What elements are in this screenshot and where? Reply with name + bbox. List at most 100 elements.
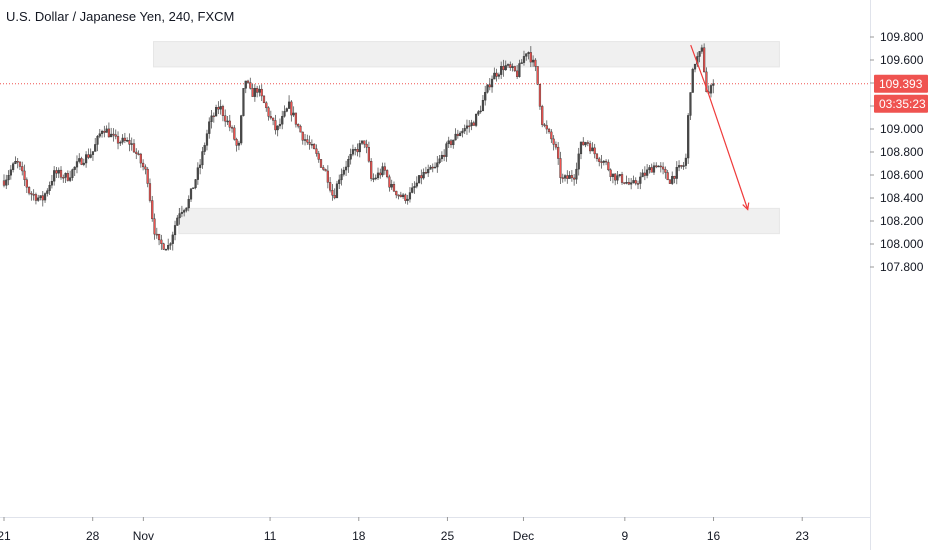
candle-body — [192, 187, 195, 189]
candle-body — [459, 132, 462, 136]
candle — [586, 140, 589, 147]
candle — [709, 83, 713, 98]
candle — [91, 151, 95, 161]
candle — [301, 131, 304, 145]
candle-body — [123, 137, 126, 142]
candle — [703, 43, 706, 73]
candle-body — [652, 165, 656, 173]
candle-body — [258, 88, 261, 93]
candle — [406, 194, 409, 205]
candle — [18, 161, 22, 170]
candle-body — [675, 167, 678, 179]
candle-body — [431, 166, 434, 169]
candle — [529, 46, 532, 68]
candle — [680, 164, 683, 169]
candle — [178, 208, 181, 225]
candle — [162, 242, 165, 250]
candle-body — [443, 154, 446, 157]
candle — [604, 159, 608, 166]
candle-body — [297, 124, 300, 127]
candle-body — [370, 161, 373, 179]
candle — [272, 117, 275, 126]
candle-body — [335, 183, 339, 199]
candle — [436, 155, 439, 173]
candle-body — [648, 167, 651, 171]
candle-body — [575, 168, 578, 180]
candle — [497, 72, 500, 80]
candle-body — [260, 88, 263, 97]
candle — [490, 75, 494, 93]
candle-body — [244, 80, 247, 89]
candle — [157, 233, 161, 246]
candle-body — [351, 149, 355, 155]
candle-body — [360, 140, 364, 144]
candle-body — [598, 158, 601, 162]
candle-body — [547, 128, 551, 133]
candle-body — [333, 195, 336, 199]
candle — [360, 140, 364, 145]
candle — [415, 176, 418, 189]
candle — [55, 166, 58, 178]
candle-body — [609, 169, 612, 177]
candle-body — [411, 187, 414, 193]
x-tick-label: 28 — [86, 529, 100, 543]
candle — [522, 50, 526, 66]
candle-body — [274, 120, 277, 131]
candle — [404, 193, 407, 204]
candle-body — [543, 124, 546, 126]
candle — [260, 84, 263, 102]
candle — [347, 155, 350, 173]
candle — [153, 213, 156, 240]
candle — [552, 135, 555, 151]
candle-body — [636, 183, 640, 185]
candle — [69, 170, 72, 183]
candle-body — [673, 175, 676, 179]
candle-body — [468, 125, 471, 128]
candle — [205, 129, 209, 151]
candle-body — [103, 130, 106, 133]
candle-body — [374, 177, 377, 180]
candle — [513, 65, 516, 73]
candle — [53, 166, 56, 186]
candle — [203, 142, 206, 155]
candle-body — [242, 88, 245, 116]
candle-body — [641, 172, 644, 178]
candle — [144, 164, 147, 175]
candle-body — [16, 161, 19, 163]
candle-body — [130, 143, 133, 145]
candle — [192, 187, 195, 189]
candle-body — [488, 84, 491, 88]
candle — [340, 168, 343, 186]
candle-body — [623, 182, 626, 184]
candle-body — [169, 243, 172, 246]
candle — [472, 120, 475, 126]
candle-body — [682, 165, 685, 167]
candle — [559, 151, 562, 185]
candle — [128, 133, 131, 152]
candle — [344, 160, 348, 177]
candle-body — [148, 183, 152, 201]
candle — [142, 159, 145, 171]
candle — [294, 112, 298, 128]
candle-body — [110, 133, 113, 138]
candle — [21, 161, 24, 176]
candle-body — [237, 142, 241, 146]
candle — [14, 156, 17, 165]
candle-body — [87, 154, 90, 158]
candle-body — [324, 169, 327, 172]
candle — [96, 135, 99, 152]
candle — [479, 105, 482, 114]
candle — [349, 148, 352, 165]
candle — [151, 195, 154, 222]
candle — [130, 137, 133, 151]
candle-body — [611, 173, 615, 177]
candle — [536, 66, 539, 86]
candle-body — [376, 172, 380, 179]
candle-body — [256, 87, 259, 93]
candle-body — [338, 179, 341, 185]
candle — [112, 128, 115, 142]
candle-body — [518, 63, 521, 77]
candle — [657, 165, 660, 168]
candle-body — [429, 166, 432, 170]
